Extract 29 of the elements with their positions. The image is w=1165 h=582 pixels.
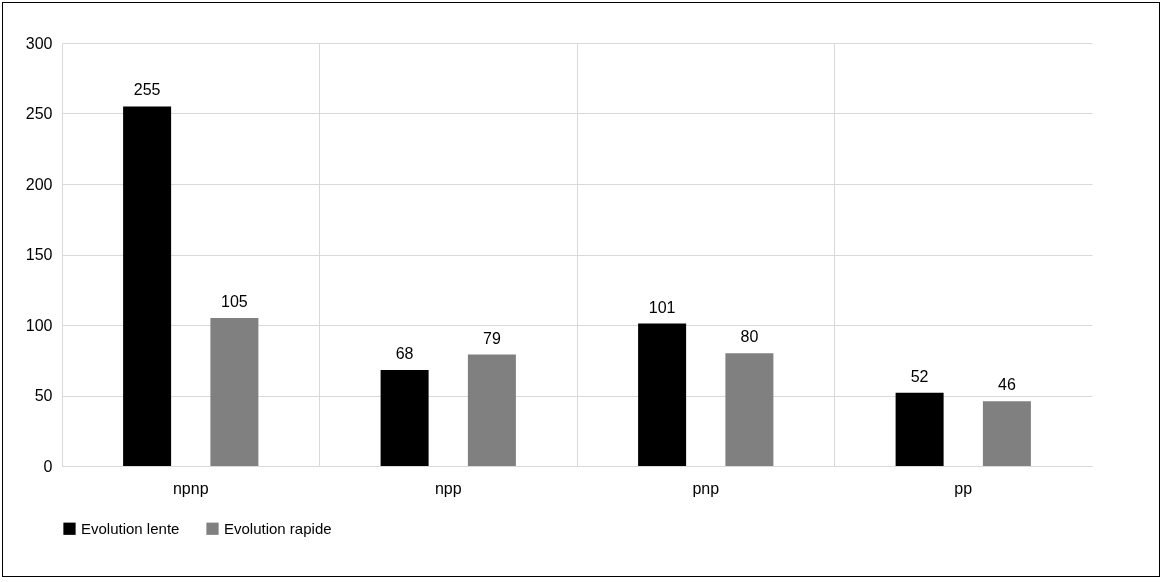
x-tick-label: pnp [692, 479, 720, 497]
data-label: 105 [221, 292, 248, 310]
x-tick-label: npnp [172, 479, 209, 497]
x-tick-label: pp [954, 479, 973, 497]
bar [467, 354, 516, 466]
y-tick-label: 50 [34, 387, 53, 404]
data-label: 255 [133, 81, 161, 99]
x-tick-label: npp [434, 479, 462, 497]
y-tick-label: 0 [43, 457, 53, 475]
y-tick-label: 300 [25, 34, 53, 52]
y-tick-label: 150 [25, 246, 53, 263]
bar [982, 401, 1031, 466]
bar [895, 392, 944, 466]
bar [123, 106, 172, 466]
bar [638, 323, 687, 466]
data-label: 52 [910, 367, 929, 385]
data-label: 101 [648, 298, 676, 316]
y-tick-label: 200 [25, 175, 53, 193]
data-label: 46 [998, 376, 1016, 394]
legend-label: Evolution lente [81, 519, 180, 537]
legend-label: Evolution rapide [224, 519, 332, 537]
bar [210, 317, 259, 466]
data-label: 80 [740, 328, 759, 346]
data-label: 79 [483, 329, 501, 347]
y-tick-label: 100 [25, 316, 53, 334]
y-tick-label: 250 [25, 105, 53, 122]
bar [725, 353, 774, 466]
data-label: 68 [395, 345, 414, 363]
bar [380, 370, 429, 466]
